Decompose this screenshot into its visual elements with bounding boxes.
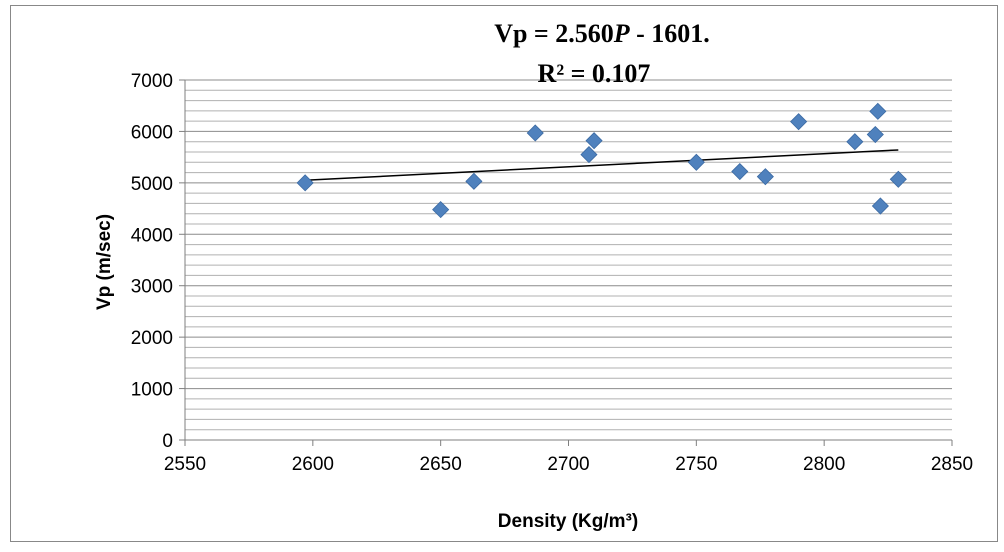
y-tick-label: 3000	[131, 277, 173, 298]
trendline	[305, 149, 899, 182]
x-tick-label: 2750	[675, 454, 717, 475]
data-point	[465, 172, 483, 190]
equation-annotation: Vp = 2.560P - 1601.	[494, 19, 710, 48]
x-tick-label: 2700	[547, 454, 589, 475]
data-point	[585, 132, 603, 150]
chart-border	[10, 5, 998, 542]
y-tick-label: 4000	[131, 225, 173, 246]
data-point	[526, 124, 544, 142]
data-point	[296, 174, 314, 192]
equation-variable: P	[613, 19, 631, 48]
x-tick-label: 2550	[164, 454, 206, 475]
x-tick-label: 2650	[420, 454, 462, 475]
equation-prefix: Vp = 2.560	[494, 19, 614, 48]
data-point	[869, 102, 887, 120]
axes	[179, 79, 953, 446]
data-point	[790, 113, 808, 131]
y-tick-label: 1000	[131, 380, 173, 401]
y-tick-label: 5000	[131, 174, 173, 195]
r-squared-annotation: R² = 0.107	[538, 59, 651, 88]
data-point	[889, 170, 907, 188]
y-tick-label: 0	[162, 431, 173, 452]
y-axis-title: Vp (m/sec)	[94, 214, 115, 310]
data-point	[756, 168, 774, 186]
data-point	[866, 125, 884, 144]
data-points	[296, 102, 907, 219]
x-tick-label: 2800	[803, 454, 845, 475]
data-point	[687, 153, 705, 171]
y-tick-label: 2000	[131, 328, 173, 349]
data-point	[580, 146, 598, 164]
data-point	[846, 133, 864, 151]
y-tick-label: 6000	[131, 122, 173, 143]
x-tick-label: 2850	[931, 454, 973, 475]
data-point	[432, 201, 450, 219]
equation-suffix: - 1601.	[630, 19, 710, 48]
x-tick-label: 2600	[292, 454, 334, 475]
data-point	[731, 162, 749, 181]
data-point	[871, 197, 889, 215]
x-axis-title: Density (Kg/m³)	[498, 511, 638, 532]
trendline-layer	[305, 149, 899, 182]
y-tick-label: 7000	[131, 71, 173, 92]
tick-labels: 0 1000 2000 3000 4000 5000 6000 7000 2550 2600 265…	[131, 71, 973, 475]
